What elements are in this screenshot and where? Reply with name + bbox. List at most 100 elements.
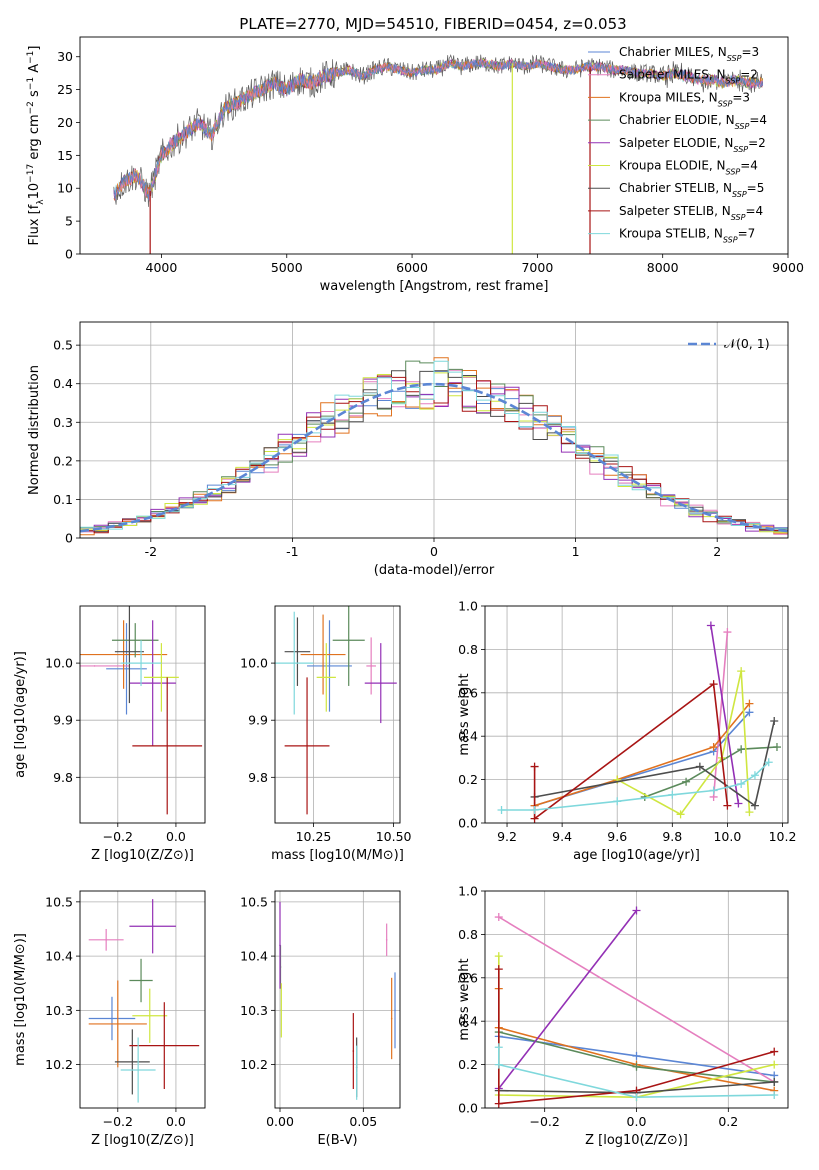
y-tick-label: 10.0 xyxy=(45,656,73,671)
plus-marker xyxy=(709,680,718,689)
plus-marker xyxy=(709,743,718,752)
data-point xyxy=(151,682,154,684)
x-axis-label: E(B-V) xyxy=(317,1133,357,1148)
x-axis-label: age [log10(age/yr)] xyxy=(573,848,700,863)
x-tick-label: 9.8 xyxy=(662,829,682,844)
plus-marker xyxy=(770,717,779,726)
plus-marker xyxy=(745,808,754,817)
data-point xyxy=(131,1061,134,1063)
y-tick-label: 0.0 xyxy=(458,816,478,831)
plus-marker xyxy=(494,952,503,961)
y-tick-label: 0.4 xyxy=(458,729,478,744)
y-tick-label: 10.5 xyxy=(240,894,268,909)
y-axis-label: Normed distribution xyxy=(27,365,42,495)
data-point xyxy=(390,1017,393,1020)
plus-marker xyxy=(530,762,539,771)
weight-line xyxy=(498,969,775,1105)
y-tick-label: 0.4 xyxy=(53,376,73,391)
plus-marker xyxy=(632,1062,641,1071)
weight-line xyxy=(498,1047,775,1099)
plus-marker xyxy=(723,801,732,810)
y-tick-label: 0.8 xyxy=(458,642,478,657)
y-tick-label: 0.5 xyxy=(53,338,73,353)
data-point xyxy=(151,925,154,928)
data-point xyxy=(322,653,324,656)
y-tick-label: 10.3 xyxy=(240,1003,268,1018)
plus-marker xyxy=(750,801,759,810)
legend-label: Kroupa STELIB, NSSP=7 xyxy=(619,227,755,245)
weight-line xyxy=(710,625,740,804)
x-tick-label: 5000 xyxy=(271,260,303,275)
y-tick-label: 0 xyxy=(65,531,73,546)
x-tick-label: -2 xyxy=(145,544,157,559)
spectrum-series-kroupa-miles xyxy=(113,59,764,201)
data-point xyxy=(306,745,308,747)
x-tick-label: −0.2 xyxy=(103,1114,133,1129)
legend-label: Chabrier MILES, NSSP=3 xyxy=(619,45,759,63)
plus-marker xyxy=(530,805,539,814)
plus-marker xyxy=(494,1043,503,1052)
weight-line xyxy=(533,682,729,821)
data-point xyxy=(105,939,107,941)
data-point xyxy=(347,639,350,642)
plus-marker xyxy=(764,758,773,767)
plus-marker xyxy=(668,790,677,799)
plus-marker xyxy=(770,1060,779,1069)
y-tick-label: 0.3 xyxy=(53,415,73,430)
y-tick-label: 9.9 xyxy=(53,713,73,728)
y-tick-label: 10.2 xyxy=(45,1057,73,1072)
x-tick-label: 9.6 xyxy=(607,829,627,844)
age_vs_z-axes: −0.2 0.0 9.8 9.9 10.0 Z [log10(Z/Z⊙)] age [log… xyxy=(13,605,206,863)
plus-marker xyxy=(682,777,691,786)
weight-line xyxy=(644,746,778,798)
x-tick-label: 9.2 xyxy=(497,829,517,844)
plus-marker xyxy=(723,628,732,637)
y-tick-label: 10 xyxy=(57,181,73,196)
plus-marker xyxy=(745,699,754,708)
x-axis-label: Z [log10(Z/Z⊙)] xyxy=(91,848,194,863)
y-tick-label: 0.2 xyxy=(458,772,478,787)
data-point xyxy=(325,676,328,679)
legend-label: Salpeter ELODIE, NSSP=2 xyxy=(619,136,766,154)
x-tick-label: 8000 xyxy=(647,260,679,275)
y-tick-label: 1.0 xyxy=(458,884,478,899)
plus-marker xyxy=(737,667,746,676)
plus-marker xyxy=(770,1047,779,1056)
spectrum-lines xyxy=(113,54,764,254)
y-tick-label: 0.6 xyxy=(458,970,478,985)
plot-frame xyxy=(274,890,401,1109)
y-tick-label: 0.2 xyxy=(458,1057,478,1072)
legend-label: Kroupa ELODIE, NSSP=4 xyxy=(619,159,758,177)
data-point xyxy=(140,662,142,664)
y-tick-label: 25 xyxy=(57,82,73,97)
y-tick-label: 0.8 xyxy=(458,927,478,942)
plot-frame xyxy=(274,605,401,824)
plus-marker xyxy=(494,1099,503,1108)
y-tick-label: 30 xyxy=(57,49,73,64)
legend-label: Kroupa MILES, NSSP=3 xyxy=(619,90,750,108)
y-axis-label: Flux [fλ10−17 erg cm−2 s−1 A−1] xyxy=(26,46,46,246)
x-tick-label: 0.0 xyxy=(627,1114,647,1129)
data-point xyxy=(128,650,131,653)
x-tick-label: 0.05 xyxy=(349,1114,377,1129)
weight-line xyxy=(712,631,729,798)
plus-marker xyxy=(770,1090,779,1099)
plot-frame xyxy=(79,321,789,539)
y-tick-label: 10.0 xyxy=(240,656,268,671)
plot-frame xyxy=(79,36,789,255)
legend-label: Salpeter MILES, NSSP=2 xyxy=(619,68,758,86)
plus-marker xyxy=(745,708,754,717)
y-tick-label: 0 xyxy=(65,247,73,262)
y-tick-label: 5 xyxy=(65,214,73,229)
plus-marker xyxy=(613,797,622,806)
y-tick-label: 15 xyxy=(57,148,73,163)
plus-marker xyxy=(734,799,743,808)
spectrum-series-chabrier-miles xyxy=(113,58,764,201)
data-point xyxy=(148,1014,151,1017)
y-tick-label: 10.5 xyxy=(45,894,73,909)
data-point xyxy=(160,676,163,679)
plus-marker xyxy=(750,771,759,780)
y-tick-label: 9.8 xyxy=(53,770,73,785)
weight-line xyxy=(498,910,638,1089)
